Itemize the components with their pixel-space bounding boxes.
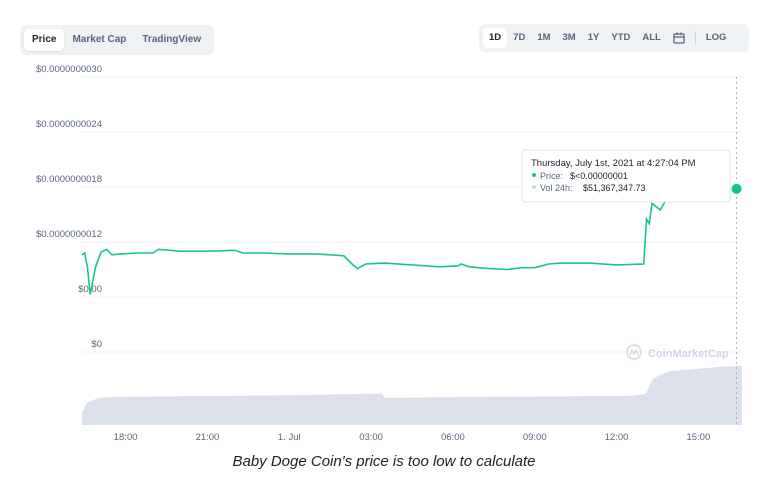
time-range-tabs: 1D 7D 1M 3M 1Y YTD ALL LOG xyxy=(479,24,749,52)
x-tick-label: 09:00 xyxy=(523,432,547,440)
tab-market-cap[interactable]: Market Cap xyxy=(72,34,127,45)
price-line xyxy=(81,184,737,295)
calendar-icon[interactable] xyxy=(667,28,691,48)
x-tick-label: 06:00 xyxy=(441,432,465,440)
chart-type-tabs: Price Market Cap TradingView xyxy=(20,25,214,55)
range-1y[interactable]: 1Y xyxy=(587,32,600,43)
y-tick-label: $0.0000000012 xyxy=(36,229,102,240)
watermark: CoinMarketCap xyxy=(626,344,729,360)
x-axis-labels: 18:00 21:00 1. Jul 03:00 06:00 09:00 12:00 15:0… xyxy=(114,432,711,440)
range-divider xyxy=(694,31,696,45)
hover-point xyxy=(729,181,744,196)
y-tick-label: $0 xyxy=(91,339,102,350)
y-tick-label: $0.0000000030 xyxy=(36,64,102,75)
grid-lines xyxy=(82,76,742,353)
watermark-text: CoinMarketCap xyxy=(648,348,729,360)
chart-caption: Baby Doge Coin's price is too low to cal… xyxy=(232,453,536,470)
range-3m[interactable]: 3M xyxy=(562,32,576,43)
volume-area xyxy=(82,365,742,425)
tooltip-price-label: Price: xyxy=(540,171,563,181)
tooltip-vol-value: $51,367,347.73 xyxy=(583,183,646,193)
x-tick-label: 1. Jul xyxy=(278,432,301,440)
x-tick-label: 18:00 xyxy=(114,432,138,440)
tab-price[interactable]: Price xyxy=(24,29,65,51)
x-tick-label: 15:00 xyxy=(686,432,710,440)
price-chart[interactable]: $0.0000000030 $0.0000000024 $0.0000000018 $… xyxy=(0,0,768,440)
tooltip-price-value: $<0.00000001 xyxy=(570,171,628,181)
range-7d[interactable]: 7D xyxy=(513,32,526,43)
y-tick-label: $0.0000000024 xyxy=(36,119,102,130)
range-ytd[interactable]: YTD xyxy=(611,32,631,43)
tooltip: Thursday, July 1st, 2021 at 4:27:04 PM P… xyxy=(521,149,731,203)
log-toggle[interactable]: LOG xyxy=(705,32,727,43)
tab-tradingview[interactable]: TradingView xyxy=(142,34,202,45)
y-tick-label: $0.0000000018 xyxy=(36,174,102,185)
range-1m[interactable]: 1M xyxy=(537,32,551,43)
tooltip-title: Thursday, July 1st, 2021 at 4:27:04 PM xyxy=(531,158,696,169)
tooltip-vol-label: Vol 24h: xyxy=(540,183,573,193)
range-all[interactable]: ALL xyxy=(642,32,661,43)
x-tick-label: 21:00 xyxy=(196,432,220,440)
range-1d[interactable]: 1D xyxy=(483,28,508,48)
y-axis-labels: $0.0000000030 $0.0000000024 $0.0000000018 $… xyxy=(36,64,102,350)
x-tick-label: 03:00 xyxy=(359,432,383,440)
x-tick-label: 12:00 xyxy=(605,432,629,440)
